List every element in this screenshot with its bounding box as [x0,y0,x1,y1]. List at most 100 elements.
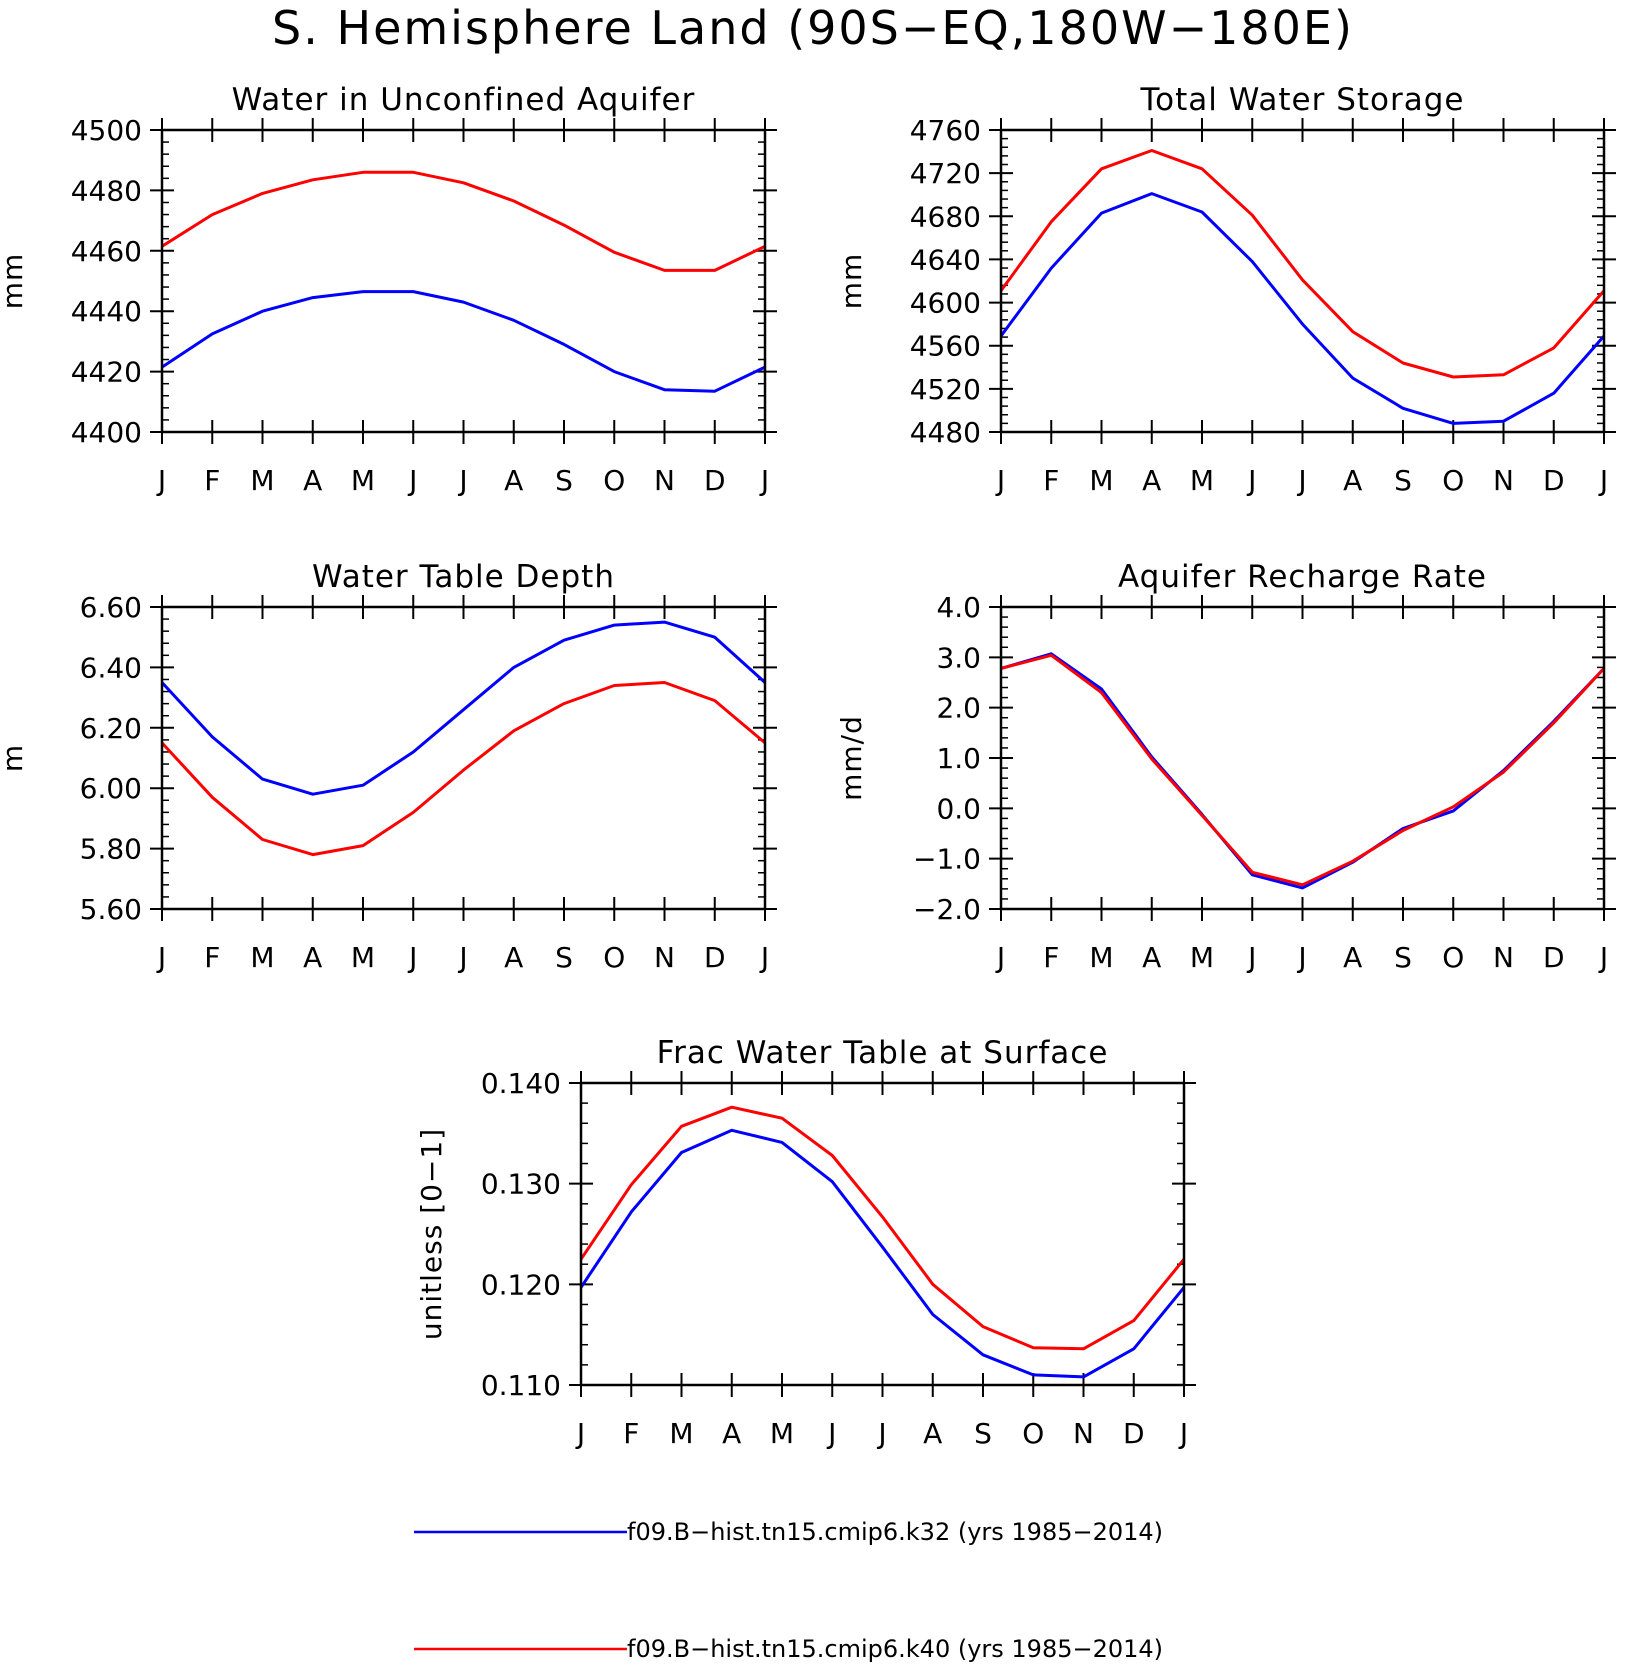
x-tick-label: M [770,1417,794,1450]
x-tick-label: A [303,941,322,974]
x-tick-label: D [704,941,726,974]
y-tick-label: 4460 [71,235,142,268]
chart-panel-2: Total Water Storage mm 4480 4520 4560 4600 464… [835,82,1616,497]
x-tick-label: J [1296,941,1306,974]
plot-frame [999,605,1606,911]
y-tick-label: 4440 [71,295,142,328]
y-axis-label: mm [0,253,29,310]
chart-panel-1: Water in Unconfined Aquifer mm 4400 4420 444… [0,82,777,497]
y-tick-label: 5.80 [80,833,142,866]
x-tick-label: J [156,941,166,974]
x-tick-label: M [351,941,375,974]
legend-label-1: f09.B−hist.tn15.cmip6.k32 (yrs 1985−2014… [627,1518,1163,1546]
x-tick-label: J [575,1417,585,1450]
x-tick-label: M [1190,941,1214,974]
legend-label-2: f09.B−hist.tn15.cmip6.k40 (yrs 1985−2014… [627,1635,1163,1663]
x-tick-label: N [654,464,675,497]
x-tick-label: A [1343,464,1362,497]
y-tick-label: 0.130 [481,1168,561,1201]
x-tick-label: N [1073,1417,1094,1450]
x-tick-label: F [204,941,220,974]
x-tick-label: S [1394,941,1412,974]
panel-title: Aquifer Recharge Rate [1118,559,1487,595]
x-tick-label: S [1394,464,1412,497]
x-tick-label: J [1296,464,1306,497]
x-tick-label: M [351,464,375,497]
plot-frame [579,1081,1186,1387]
x-tick-label: F [623,1417,639,1450]
x-tick-label: J [995,941,1005,974]
y-tick-label: 6.40 [80,651,142,684]
x-tick-label: A [1142,941,1161,974]
y-tick-label: 0.120 [481,1268,561,1301]
series-line-1 [161,290,766,393]
series-line-2 [999,149,1606,379]
y-tick-label: 3.0 [936,641,981,674]
x-tick-label: O [1442,464,1464,497]
x-tick-label: F [1043,941,1059,974]
x-tick-label: F [1043,464,1059,497]
series-line-2 [579,1105,1186,1351]
x-tick-label: D [704,464,726,497]
y-tick-label: 6.00 [80,772,142,805]
y-axis-label: m [0,744,29,772]
x-tick-label: O [1022,1417,1044,1450]
minor-ticks [1001,616,1604,900]
plot-frame [160,128,767,434]
x-tick-label: J [156,464,166,497]
x-tick-label: J [1246,464,1256,497]
y-tick-label: 0.0 [936,792,981,825]
x-tick-label: M [669,1417,693,1450]
y-tick-label: 4640 [910,243,981,276]
x-tick-label: J [457,464,467,497]
y-axis-label: mm/d [835,715,868,801]
y-tick-label: 4.0 [936,591,981,624]
x-tick-label: N [1493,464,1514,497]
x-tick-label: A [923,1417,942,1450]
x-tick-label: J [1598,464,1608,497]
x-tick-label: M [250,464,274,497]
y-tick-label: 2.0 [936,692,981,725]
x-tick-label: J [407,464,417,497]
x-tick-label: M [1089,464,1113,497]
chart-panel-3: Water Table Depth m 5.60 5.80 6.00 6.20 6.40 6.… [0,559,777,974]
y-tick-label: 4480 [910,416,981,449]
y-tick-label: 4600 [910,287,981,320]
chart-panels: Water in Unconfined Aquifer mm 4400 4420 444… [0,82,1616,1450]
x-tick-label: O [603,941,625,974]
y-tick-label: 0.110 [481,1369,561,1402]
y-axis-label: mm [835,253,868,310]
x-tick-label: A [1343,941,1362,974]
x-tick-label: J [407,941,417,974]
minor-ticks [162,618,765,898]
series-line-2 [1000,653,1606,887]
x-tick-label: A [722,1417,741,1450]
series-line-1 [999,192,1606,425]
x-tick-label: M [250,941,274,974]
x-tick-label: J [1246,941,1256,974]
panel-title: Frac Water Table at Surface [657,1035,1109,1071]
y-tick-label: 6.60 [80,591,142,624]
x-tick-label: A [504,941,523,974]
legend: f09.B−hist.tn15.cmip6.k32 (yrs 1985−2014… [414,1518,1163,1663]
x-tick-label: N [654,941,675,974]
x-tick-label: S [555,941,573,974]
series-line-2 [160,681,766,857]
x-tick-label: A [1142,464,1161,497]
x-tick-label: J [1178,1417,1188,1450]
y-tick-label: −1.0 [913,843,981,876]
x-tick-label: S [555,464,573,497]
y-tick-label: 4500 [71,114,142,147]
x-tick-label: J [759,941,769,974]
y-tick-label: −2.0 [913,893,981,926]
series-line-1 [1000,652,1606,890]
y-tick-label: 4420 [71,356,142,389]
y-tick-label: 5.60 [80,893,142,926]
plot-frame [160,605,767,911]
y-tick-label: 4400 [71,416,142,449]
y-tick-label: 4480 [71,174,142,207]
chart-panel-4: Aquifer Recharge Rate mm/d −2.0 −1.0 0.0 1.0 2… [835,559,1616,974]
plot-frame [999,128,1606,434]
y-tick-label: 4720 [910,157,981,190]
